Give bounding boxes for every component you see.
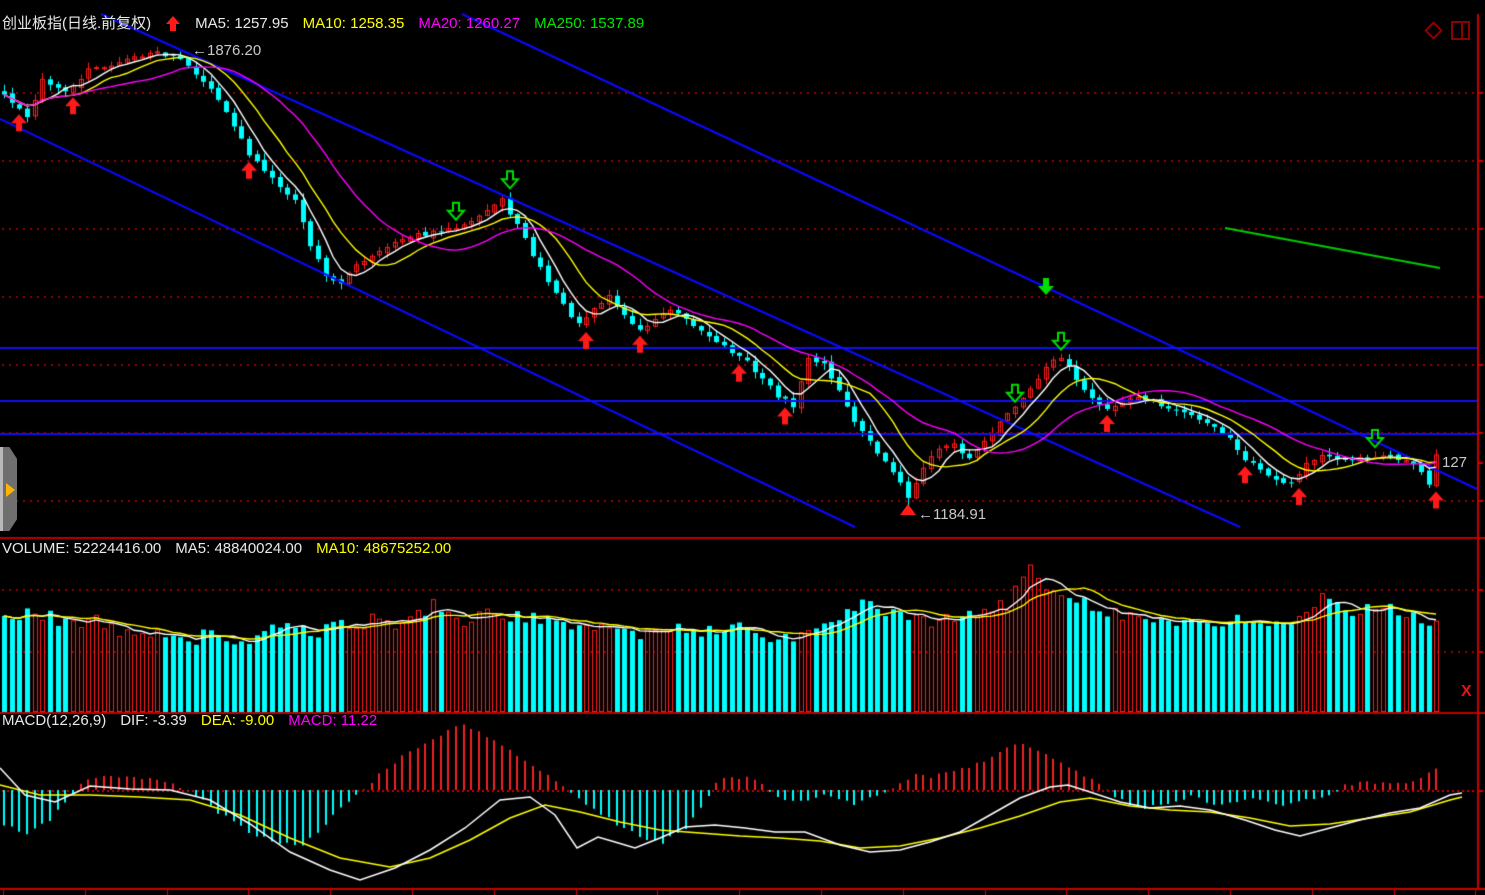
sidebar-flyout-handle[interactable] — [0, 447, 17, 531]
up-arrow-icon — [166, 16, 181, 31]
dea-value: DEA: -9.00 — [200, 712, 275, 729]
macd-value: MACD: 11.22 — [288, 712, 378, 729]
low-annotation: ←1184.91 — [918, 506, 987, 523]
macd-pane-header: MACD(12,26,9) DIF: -3.39 DEA: -9.00 MACD… — [2, 712, 377, 729]
dif-value: DIF: -3.39 — [120, 712, 187, 729]
ma20-value: MA20: 1260.27 — [418, 15, 521, 32]
ma10-value: MA10: 1258.35 — [302, 15, 405, 32]
ma5-value: MA5: 1257.95 — [195, 15, 289, 32]
volume-ma10-value: MA10: 48675252.00 — [316, 540, 452, 557]
flyout-arrow-icon — [6, 483, 15, 497]
macd-title: MACD(12,26,9) — [2, 712, 107, 729]
volume-value: VOLUME: 52224416.00 — [2, 540, 162, 557]
volume-ma5-value: MA5: 48840024.00 — [175, 540, 303, 557]
macd-close-button[interactable]: X — [1461, 683, 1472, 700]
ma250-value: MA250: 1537.89 — [534, 15, 645, 32]
main-pane-header: 创业板指(日线.前复权) MA5: 1257.95 MA10: 1258.35 … — [2, 15, 644, 32]
low-marker-triangle — [900, 504, 916, 515]
split-window-icon[interactable] — [1450, 19, 1471, 41]
volume-pane-header: VOLUME: 52224416.00 MA5: 48840024.00 MA1… — [2, 540, 451, 557]
high-annotation: ←1876.20 — [192, 42, 262, 59]
pane-corner-icons — [1422, 19, 1471, 41]
diamond-icon[interactable] — [1422, 19, 1444, 41]
last-price-tag: 127 — [1442, 454, 1468, 471]
chart-title: 创业板指(日线.前复权) — [2, 15, 152, 32]
